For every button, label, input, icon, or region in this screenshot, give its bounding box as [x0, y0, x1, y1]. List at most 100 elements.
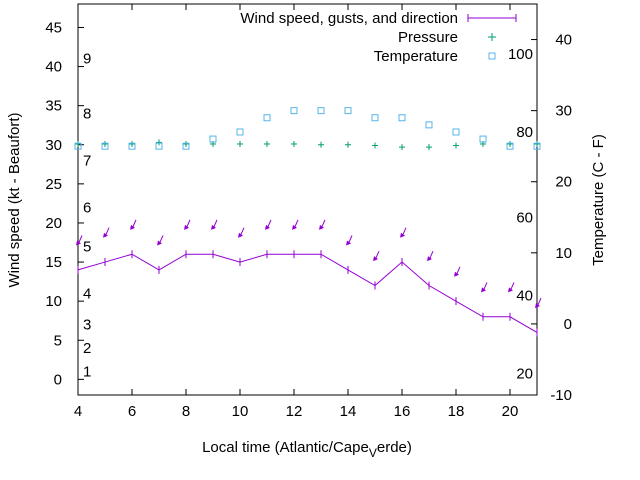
fahrenheit-label: 100	[508, 46, 533, 63]
legend-pressure-marker	[488, 33, 496, 41]
wind-direction-arrow	[238, 227, 245, 238]
pressure-point	[318, 141, 324, 148]
beaufort-label: 2	[83, 340, 91, 357]
wind-direction-arrow	[103, 227, 110, 238]
wind-direction-arrow	[346, 235, 353, 246]
temperature-point	[398, 114, 406, 122]
temperature-point	[236, 128, 244, 136]
y-tick-label: 25	[45, 176, 62, 193]
x-axis-label-main: Local time (Atlantic/Cape	[202, 439, 369, 456]
pressure-point	[102, 140, 108, 147]
pressure-point	[183, 140, 189, 147]
fahrenheit-label: 20	[516, 366, 533, 383]
y2-tick-label: 40	[555, 32, 572, 49]
temperature-point	[479, 135, 487, 143]
wind-direction-arrow	[184, 219, 191, 230]
x-tick-label: 14	[340, 403, 357, 420]
plot-axes	[77, 3, 538, 396]
wind-direction-arrow	[292, 219, 299, 230]
beaufort-label: 5	[83, 238, 91, 255]
y-tick-label: 30	[45, 137, 62, 154]
wind-direction-arrow	[130, 219, 137, 230]
y-tick-label: 15	[45, 254, 62, 271]
x-tick-label: 8	[182, 403, 190, 420]
y2-tick-label: 30	[555, 103, 572, 120]
temperature-point	[155, 142, 163, 150]
fahrenheit-label: 40	[516, 287, 533, 304]
series-layer	[74, 107, 542, 337]
wind-direction-arrow	[76, 235, 83, 246]
temperature-point	[182, 142, 190, 150]
temperature-point	[452, 128, 460, 136]
x-tick-label: 16	[394, 403, 411, 420]
temperature-point	[128, 142, 136, 150]
temperature-point	[263, 114, 271, 122]
wind-direction-arrow	[265, 219, 272, 230]
beaufort-scale: 1 2 3 4 5 6 7 8 9	[83, 51, 91, 381]
beaufort-label: 1	[83, 364, 91, 381]
temperature-point	[425, 121, 433, 129]
pressure-point	[291, 140, 297, 147]
wind-direction-arrow	[508, 282, 515, 293]
x-tick-label: 10	[232, 403, 249, 420]
pressure-point	[129, 140, 135, 147]
legend: Wind speed, gusts, and direction Pressur…	[240, 10, 517, 65]
legend-temperature-marker	[488, 52, 496, 60]
beaufort-label: 9	[83, 51, 91, 68]
beaufort-label: 4	[83, 285, 91, 302]
x-tick-label: 20	[502, 403, 519, 420]
x-tick-label: 12	[286, 403, 303, 420]
y2-tick-label: 0	[564, 316, 572, 333]
y-axis-label: Wind speed (kt - Beaufort)	[6, 112, 23, 287]
y-tick-label: 35	[45, 98, 62, 115]
x-axis-label-tail: erde)	[377, 439, 412, 456]
wind-direction-arrow	[427, 250, 434, 262]
temperature-point	[209, 135, 217, 143]
temperature-point	[344, 107, 352, 115]
fahrenheit-scale: 20 40 60 80 100	[508, 46, 533, 383]
pressure-point	[345, 141, 351, 148]
legend-temperature-label: Temperature	[374, 48, 458, 65]
y2-tick-label: 10	[555, 245, 572, 262]
y-tick-label: 0	[54, 371, 62, 388]
y2-tick-label: -10	[550, 387, 572, 404]
pressure-point	[264, 140, 270, 147]
y-tick-label: 40	[45, 59, 62, 76]
fahrenheit-label: 60	[516, 209, 533, 226]
temperature-point	[371, 114, 379, 122]
temperature-point	[290, 107, 298, 115]
plot-frame	[77, 3, 538, 396]
beaufort-label: 7	[83, 152, 91, 169]
wind-direction-arrow	[373, 250, 380, 262]
temperature-point	[74, 142, 82, 150]
y-tick-label: 20	[45, 215, 62, 232]
pressure-point	[534, 140, 540, 147]
axis-ticks: 4 6 8 10 12 14 16 18 20051015202530354045-100102…	[45, 4, 572, 420]
pressure-point	[75, 140, 81, 147]
legend-pressure-label: Pressure	[398, 29, 458, 46]
wind-direction-arrow	[481, 282, 488, 293]
pressure-point	[399, 144, 405, 151]
pressure-point	[156, 139, 162, 146]
axis-labels: Local time (Atlantic/CapeVerde) Wind spe…	[6, 112, 607, 460]
y2-axis-label: Temperature (C - F)	[590, 134, 607, 266]
pressure-point	[426, 144, 432, 151]
y-tick-label: 5	[54, 332, 62, 349]
y-tick-label: 10	[45, 293, 62, 310]
beaufort-label: 3	[83, 317, 91, 334]
pressure-point	[372, 142, 378, 149]
temperature-point	[317, 107, 325, 115]
wind-speed-line	[77, 253, 538, 333]
pressure-point	[507, 140, 513, 147]
x-axis-label-sub: V	[369, 446, 377, 460]
temperature-point	[533, 142, 541, 150]
x-tick-label: 6	[128, 403, 136, 420]
x-axis-label: Local time (Atlantic/CapeVerde)	[202, 439, 412, 460]
y-tick-label: 45	[45, 19, 62, 36]
temperature-point	[506, 142, 514, 150]
wind-direction-arrow	[157, 235, 164, 246]
beaufort-label: 8	[83, 105, 91, 122]
y2-tick-label: 20	[555, 174, 572, 191]
x-tick-label: 4	[74, 403, 82, 420]
